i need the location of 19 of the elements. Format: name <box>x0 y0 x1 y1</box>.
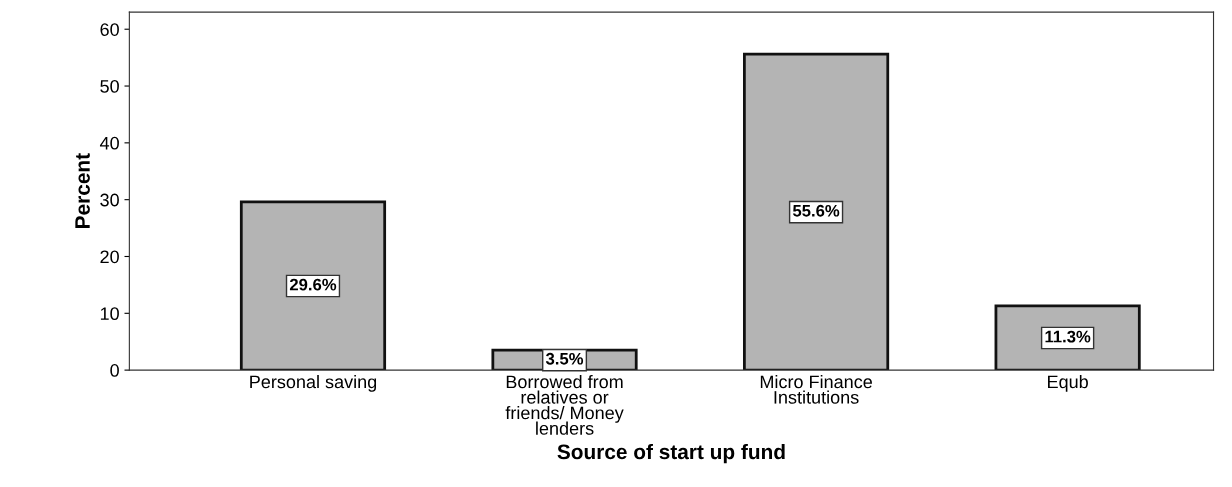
y-tick-label: 50 <box>100 79 119 93</box>
y-tick-label: 40 <box>99 136 119 150</box>
x-tick-label: Equb <box>1048 374 1088 392</box>
bar <box>743 52 890 371</box>
x-tick-label: Personal saving <box>250 374 377 392</box>
x-axis-title: Source of start up fund <box>557 443 785 464</box>
y-tick-label: 30 <box>100 193 119 207</box>
y-tick-label: 60 <box>100 23 119 36</box>
data-label: 55.6% <box>792 204 840 217</box>
x-tick-label: Micro Finance Institutions <box>760 374 872 404</box>
bar <box>239 200 387 371</box>
y-axis-title: Percent <box>75 153 90 228</box>
x-tick-label: Borrowed from relatives or friends/ Money lenders <box>505 374 624 435</box>
y-tick-label: 0 <box>110 364 119 377</box>
y-tick-label: 20 <box>100 250 119 264</box>
data-label: 3.5% <box>545 352 584 365</box>
y-tick-label: 10 <box>100 307 119 321</box>
data-label: 11.3% <box>1045 330 1091 343</box>
data-label: 29.6% <box>289 278 337 291</box>
